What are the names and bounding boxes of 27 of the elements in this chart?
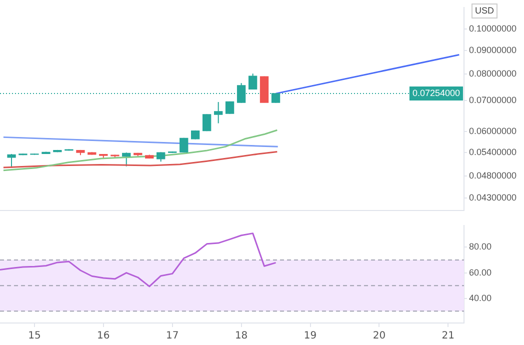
candlestick [214, 102, 223, 124]
y-tick-label: 60.00 [469, 267, 492, 278]
ref-line-label: 0.07254000 [412, 88, 460, 98]
x-tick-label: 19 [304, 330, 317, 342]
text: USD [475, 5, 494, 16]
candlestick [202, 114, 212, 132]
x-tick-label: 21 [442, 330, 455, 342]
candlestick [7, 154, 16, 168]
candlestick [122, 152, 131, 167]
candlestick [156, 152, 166, 162]
x-tick-label: 18 [234, 330, 248, 342]
y-tick-label: 0.04300000 [469, 192, 517, 203]
x-tick-label: 17 [166, 330, 179, 342]
y-tick-label: 0.08000000 [469, 68, 517, 78]
y-tick-label: 0.09000000 [469, 44, 517, 55]
y-tick-label: 0.06000000 [469, 126, 517, 136]
y-tick-label: 0.10000000 [469, 24, 517, 34]
x-tick-label: 20 [372, 330, 386, 342]
candlestick [225, 100, 234, 114]
y-tick-label: 0.07000000 [469, 95, 517, 106]
y-tick-label: 0.05400000 [469, 147, 517, 158]
y-tick-label: 80.00 [469, 242, 492, 252]
x-tick-label: 15 [28, 330, 41, 342]
x-tick-label: 16 [97, 330, 110, 342]
y-tick-label: 0.04800000 [469, 170, 517, 181]
candlestick [248, 73, 258, 90]
y-tick-label: 40.00 [469, 292, 492, 303]
